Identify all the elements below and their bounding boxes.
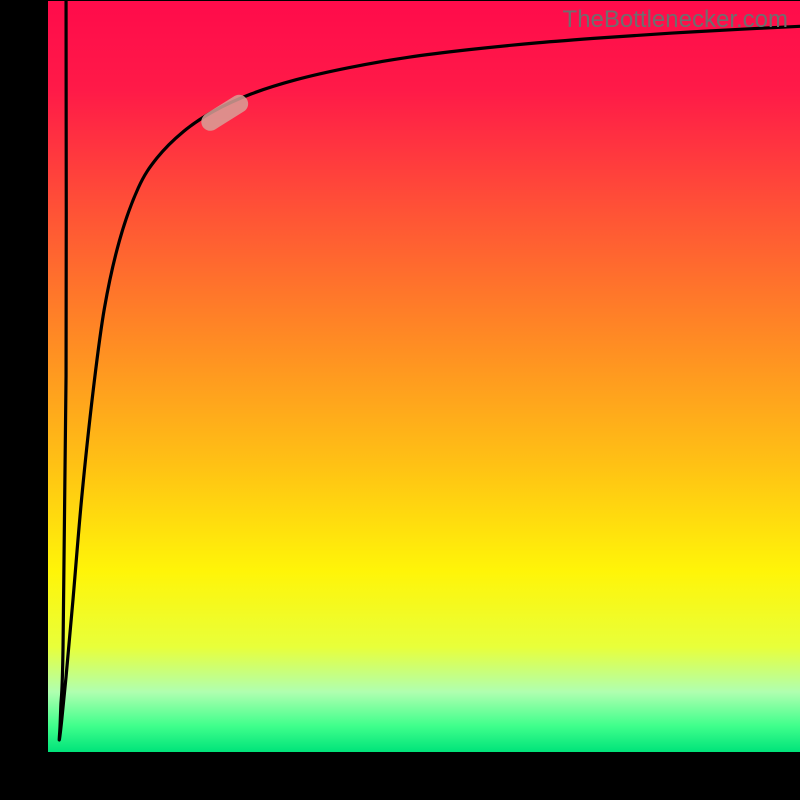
axis-bottom-border — [0, 752, 800, 800]
chart-canvas — [0, 0, 800, 800]
plot-background — [48, 0, 800, 752]
attribution-text: TheBottlenecker.com — [563, 6, 788, 34]
bottleneck-chart: TheBottlenecker.com — [0, 0, 800, 800]
axis-left-border — [0, 0, 48, 800]
